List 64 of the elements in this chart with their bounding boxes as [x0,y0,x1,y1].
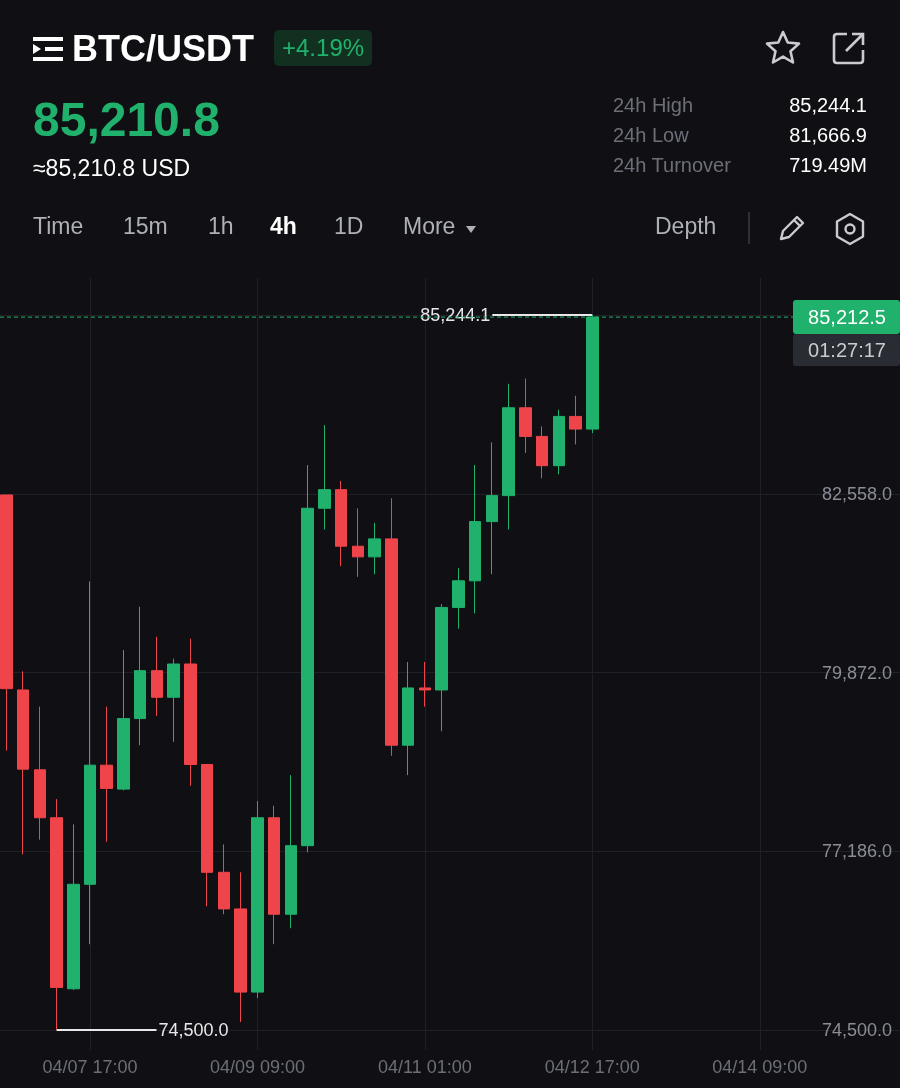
text: Depth [655,213,717,240]
text: Time [33,213,84,240]
text: 24h Low [613,124,689,147]
text: 1h [208,213,234,240]
ref-line-label: 85,212.5 [808,306,886,329]
text: 24h Turnover [613,154,731,177]
x-tick-label: 04/09 09:00 [209,1057,305,1077]
x-tick-label: 04/11 01:00 [378,1057,472,1077]
annotation: 85,244.1 [420,305,491,325]
candlestick [167,658,180,743]
candlestick [234,871,247,1023]
candlestick [285,774,297,929]
candlestick [402,661,414,776]
candlestick [100,706,113,843]
candlestick [268,805,280,945]
text: 4h [270,213,297,240]
annotation: 74,500.0 [158,1020,229,1041]
text: 81,666.9 [789,124,867,147]
candlestick [502,383,515,531]
candlestick [352,507,364,578]
text: 1D [334,213,364,240]
candlestick [218,843,230,915]
candlestick [117,649,130,791]
text: 24h High [613,94,694,117]
candlestick [385,497,398,757]
candlestick [50,798,63,1031]
text: +4.19% [274,30,373,66]
candlestick [251,800,264,999]
text: ≈85,210.8 USD [33,155,191,182]
x-tick-label: 04/14 09:00 [712,1057,808,1077]
candlestick [452,567,465,630]
x-tick-label: 04/07 17:00 [42,1057,138,1077]
candlestick [469,464,481,614]
candlestick [134,606,146,746]
candlestick [34,706,46,841]
candlestick [419,661,431,708]
y-tick-label: 74,500.0 [821,1020,892,1041]
y-tick-label: 79,872.0 [821,662,892,683]
candlestick [519,377,532,454]
candlestick [536,425,548,479]
text: 15m [123,213,168,240]
y-tick-label: 77,186.0 [821,841,892,862]
candlestick [201,763,213,907]
candlestick [335,480,347,567]
text: 85,244.1 [789,94,867,117]
x-tick-label: 04/12 17:00 [544,1057,640,1077]
candlestick [0,494,13,752]
candlestick [67,823,80,991]
candlestick [184,638,197,787]
chart-title: BTC/USDT [72,28,254,70]
candlestick [569,395,582,445]
text: 85,210.8 [33,92,220,147]
annotation: 01:27:17 [808,339,886,362]
candlestick [151,636,163,717]
y-tick-label: 82,558.0 [821,483,892,504]
text: More [403,213,456,240]
candlestick [553,409,565,475]
candlestick [301,464,314,853]
candlestick [435,603,448,732]
candlestick [486,441,498,575]
candlestick [318,424,331,531]
candlestick [17,670,29,855]
candlestick [368,522,381,575]
text: 719.49M [789,154,867,177]
